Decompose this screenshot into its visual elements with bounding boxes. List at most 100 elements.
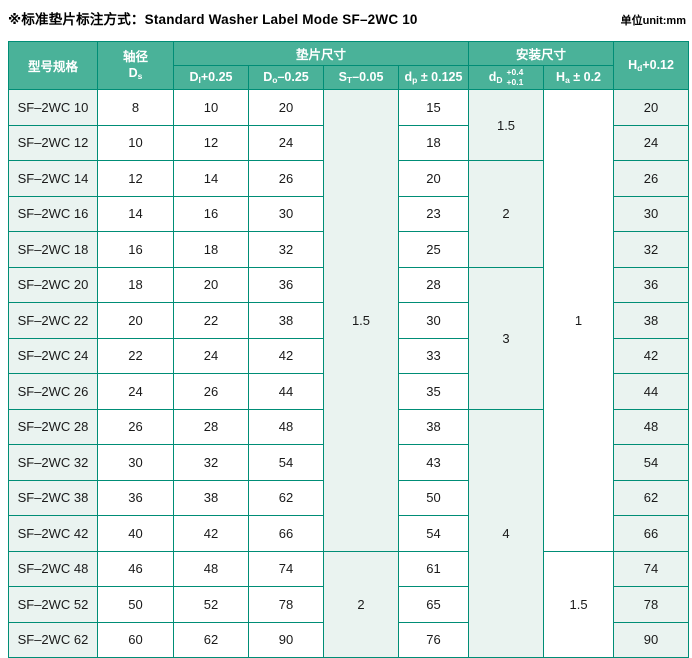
group-header-install: 安装尺寸 (468, 41, 615, 66)
dp-cell: 61 (397, 550, 470, 587)
unit-label: 单位unit:mm (620, 15, 686, 27)
dp-cell: 18 (397, 124, 470, 161)
di-cell: 18 (173, 231, 249, 268)
ds-cell: 36 (97, 479, 174, 516)
model-cell: SF–2WC 10 (8, 89, 98, 126)
dd-base: d (488, 69, 497, 84)
di-cell: 52 (173, 586, 249, 623)
dp-suffix: ± 0.125 (417, 70, 463, 84)
hd-cell: 42 (613, 337, 690, 374)
col-header-st: ST–0.05 (323, 65, 399, 90)
dp-cell: 15 (397, 89, 470, 126)
dp-cell: 28 (397, 266, 470, 303)
hd-cell: 54 (613, 444, 690, 481)
dd-sub: D (496, 74, 503, 85)
page-title-en: Standard Washer Label Mode SF–2WC 10 (144, 12, 418, 27)
col-header-shaft: 轴径 Ds (97, 41, 174, 90)
do-cell: 62 (248, 479, 324, 516)
do-cell: 54 (248, 444, 324, 481)
ds-cell: 8 (97, 89, 174, 126)
page-title: ※标准垫片标注方式：Standard Washer Label Mode SF–… (8, 8, 418, 28)
model-cell: SF–2WC 20 (8, 266, 98, 303)
dd-merged-cell: 1.5 (468, 89, 545, 161)
di-cell: 62 (173, 621, 249, 658)
ha-suffix: ± 0.2 (569, 70, 601, 84)
table-row: SF–2WC 14 12 14 26 20 2 26 (8, 160, 690, 268)
ds-cell: 40 (97, 515, 174, 552)
do-cell: 32 (248, 231, 324, 268)
col-header-ha: Ha ± 0.2 (543, 65, 615, 90)
table-row: SF–2WC 32 30 32 54 43 54 (8, 444, 690, 481)
do-cell: 24 (248, 124, 324, 161)
st-sub: T (346, 75, 353, 85)
dp-cell: 76 (397, 621, 470, 658)
dp-cell: 35 (397, 373, 470, 410)
table-row: SF–2WC 48 46 48 74 2 61 1.5 74 (8, 550, 690, 658)
table-row: SF–2WC 16 14 16 30 23 30 (8, 195, 690, 232)
group-header-gasket: 垫片尺寸 (172, 41, 470, 66)
hd-cell: 20 (613, 89, 690, 126)
table-row: SF–2WC 24 22 24 42 33 42 (8, 337, 690, 374)
table-row: SF–2WC 52 50 52 78 65 78 (8, 586, 690, 623)
dd-tol-bottom: +0.1 (506, 76, 524, 87)
table-header: 型号规格 轴径 Ds 垫片尺寸 安装尺寸 Hd+0.12 DI+0.25 Do–0… (8, 41, 690, 90)
table-row: SF–2WC 10 8 10 20 1.5 15 1.5 1 20 (8, 89, 690, 552)
table-body: SF–2WC 10 8 10 20 1.5 15 1.5 1 20 SF–2WC… (8, 89, 690, 658)
table-row: SF–2WC 20 18 20 36 28 3 36 (8, 266, 690, 410)
hd-cell: 38 (613, 302, 690, 339)
col-header-do: Do–0.25 (248, 65, 324, 90)
model-cell: SF–2WC 12 (8, 124, 98, 161)
ds-cell: 26 (97, 408, 174, 445)
col-header-model: 型号规格 (8, 41, 98, 90)
hd-sub: d (637, 63, 643, 73)
st-merged-cell: 1.5 (323, 89, 399, 552)
dp-cell: 23 (397, 195, 470, 232)
table-row: SF–2WC 62 60 62 90 76 90 (8, 621, 690, 658)
do-cell: 48 (248, 408, 324, 445)
ha-merged-cell: 1 (543, 89, 615, 552)
hd-cell: 62 (613, 479, 690, 516)
hd-cell: 32 (613, 231, 690, 268)
header-row-groups: 型号规格 轴径 Ds 垫片尺寸 安装尺寸 Hd+0.12 (8, 41, 690, 90)
model-cell: SF–2WC 18 (8, 231, 98, 268)
hd-cell: 24 (613, 124, 690, 161)
model-cell: SF–2WC 32 (8, 444, 98, 481)
header-row-columns: DI+0.25 Do–0.25 ST–0.05 dp ± 0.125 dD +0.… (9, 65, 689, 90)
di-cell: 22 (173, 302, 249, 339)
hd-cell: 66 (613, 515, 690, 552)
model-cell: SF–2WC 26 (8, 373, 98, 410)
dd-merged-cell: 4 (468, 408, 545, 658)
dp-cell: 25 (397, 231, 470, 268)
ds-cell: 12 (97, 160, 174, 197)
model-cell: SF–2WC 22 (8, 302, 98, 339)
do-sub: o (272, 75, 278, 85)
st-merged-cell: 2 (323, 550, 399, 658)
ds-cell: 10 (97, 124, 174, 161)
hd-cell: 74 (613, 550, 690, 587)
di-cell: 14 (173, 160, 249, 197)
spec-table: 型号规格 轴径 Ds 垫片尺寸 安装尺寸 Hd+0.12 DI+0.25 Do–0… (8, 41, 690, 658)
do-cell: 20 (248, 89, 324, 126)
di-cell: 26 (173, 373, 249, 410)
dp-cell: 20 (397, 160, 470, 197)
do-cell: 90 (248, 621, 324, 658)
hd-suffix: +0.12 (642, 58, 674, 72)
hd-cell: 78 (613, 586, 690, 623)
do-cell: 36 (248, 266, 324, 303)
page-title-cn: ※标准垫片标注方式： (8, 12, 145, 27)
shaft-label: 轴径 (122, 49, 148, 64)
dd-merged-cell: 3 (468, 266, 545, 410)
st-suffix: –0.05 (352, 70, 384, 84)
di-base: D (189, 70, 199, 84)
ds-cell: 50 (97, 586, 174, 623)
model-cell: SF–2WC 48 (8, 550, 98, 587)
do-cell: 38 (248, 302, 324, 339)
model-cell: SF–2WC 28 (8, 408, 98, 445)
do-cell: 42 (248, 337, 324, 374)
di-cell: 42 (173, 515, 249, 552)
table-row: SF–2WC 28 26 28 48 38 4 48 (8, 408, 690, 658)
dp-base: d (404, 70, 413, 84)
shaft-symbol-sub: s (137, 70, 143, 81)
st-base: S (338, 70, 347, 84)
